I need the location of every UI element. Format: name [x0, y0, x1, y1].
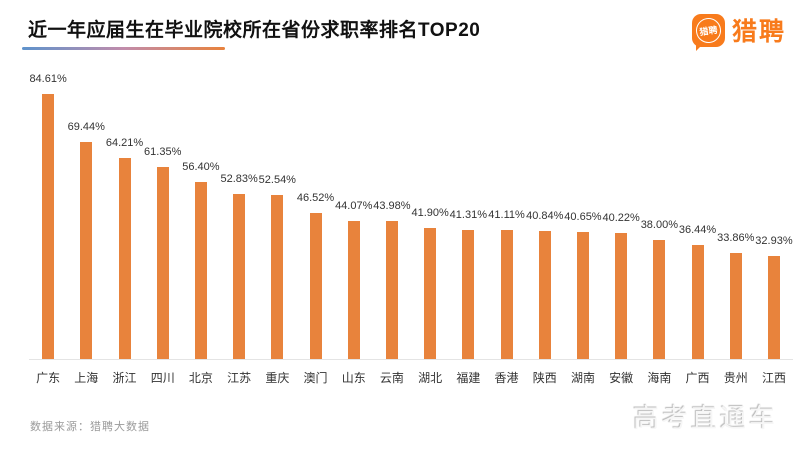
bar-value-label: 43.98%: [373, 200, 411, 212]
bar: [653, 240, 666, 359]
bar: [385, 221, 398, 359]
bar: [233, 194, 246, 359]
bar: [42, 94, 55, 359]
bar-value-label: 40.65%: [564, 211, 602, 223]
bar-column: 52.54%: [258, 174, 296, 359]
bar-value-label: 64.21%: [105, 137, 144, 149]
bar-column: 32.93%: [755, 235, 793, 359]
bar-column: 40.65%: [564, 211, 602, 359]
x-axis-label: 澳门: [303, 371, 328, 385]
x-axis-label: 上海: [74, 371, 99, 385]
bar: [538, 231, 551, 359]
bars-row: 84.61% 69.44% 64.21% 61.35% 56.40% 52.83% 52.5…: [29, 70, 793, 360]
x-axis-label: 四川: [150, 371, 175, 385]
bar-column: 41.31%: [449, 209, 487, 359]
bar-column: 43.98%: [373, 200, 411, 359]
x-axis-label: 海南: [647, 371, 672, 385]
bar-value-label: 41.11%: [488, 209, 525, 221]
bar-value-label: 56.40%: [182, 161, 220, 173]
bar-column: 33.86%: [717, 232, 755, 359]
data-source-note: 数据来源：猎聘大数据: [30, 421, 150, 433]
bar-value-label: 40.22%: [602, 212, 640, 224]
bar-value-label: 41.90%: [411, 207, 449, 219]
x-axis-label: 贵州: [723, 371, 748, 385]
bar-column: 52.83%: [220, 173, 258, 359]
bar-column: 64.21%: [105, 137, 143, 359]
watermark-text: 高考直通车: [632, 403, 778, 433]
title-underline-decoration: [22, 47, 225, 50]
logo-badge-ring: 猎聘: [694, 15, 723, 45]
bar: [118, 158, 131, 359]
bar: [576, 232, 589, 359]
bar: [729, 253, 742, 359]
bar: [615, 233, 628, 359]
bar-column: 46.52%: [296, 192, 334, 359]
liepin-logo-icon: 猎聘: [691, 13, 725, 51]
bar: [500, 230, 513, 359]
bar-column: 40.22%: [602, 212, 640, 359]
bar: [194, 182, 207, 359]
bar-column: 38.00%: [640, 219, 678, 359]
x-axis-label: 云南: [379, 371, 404, 385]
bar-value-label: 84.61%: [29, 73, 67, 85]
x-axis-label: 福建: [456, 371, 481, 385]
bar-chart: 84.61% 69.44% 64.21% 61.35% 56.40% 52.83% 52.5…: [29, 70, 793, 386]
x-axis-label: 湖北: [418, 371, 443, 385]
bar: [271, 195, 284, 359]
bar-value-label: 38.00%: [640, 219, 678, 231]
logo-badge-text: 猎聘: [698, 24, 719, 37]
x-axis-label: 江西: [761, 371, 786, 385]
bar: [462, 230, 475, 359]
x-axis-label: 山东: [341, 371, 366, 385]
bar: [156, 167, 169, 359]
bar-column: 40.84%: [526, 210, 564, 359]
bar-column: 36.44%: [678, 224, 716, 359]
bar-column: 84.61%: [29, 73, 67, 359]
bar-value-label: 52.83%: [220, 173, 258, 185]
liepin-logo: 猎聘 猎聘: [691, 12, 786, 51]
bar: [691, 245, 704, 359]
x-axis-label: 广西: [685, 371, 710, 385]
bar-value-label: 44.07%: [335, 200, 373, 212]
x-axis-label: 广东: [36, 371, 61, 385]
x-axis-label: 浙江: [112, 371, 137, 385]
x-axis-labels: 广东 上海 浙江 四川 北京 江苏 重庆 澳门 山东 云南 湖北 福建 香港 陕西 湖南 安徽 海南 广西 贵州 江西: [29, 360, 793, 386]
x-axis-label: 安徽: [609, 371, 634, 385]
bar: [309, 213, 322, 359]
page-title: 近一年应届生在毕业院校所在省份求职率排名TOP20: [28, 20, 481, 41]
x-axis-label: 湖南: [570, 371, 595, 385]
bar-value-label: 33.86%: [717, 232, 755, 244]
bar: [767, 256, 780, 359]
bar-column: 41.90%: [411, 207, 449, 359]
bar-column: 56.40%: [182, 161, 220, 359]
bar-value-label: 41.31%: [449, 209, 487, 221]
bar-column: 41.11%: [487, 209, 525, 359]
bar-value-label: 36.44%: [678, 224, 717, 236]
bar-value-label: 46.52%: [296, 192, 335, 204]
bar: [80, 142, 93, 359]
bar-value-label: 32.93%: [755, 235, 793, 247]
x-axis-label: 北京: [188, 371, 213, 385]
bar-value-label: 69.44%: [67, 121, 105, 133]
x-axis-label: 陕西: [532, 371, 557, 385]
bar-value-label: 52.54%: [258, 174, 296, 186]
x-axis-label: 香港: [494, 371, 519, 385]
bar-value-label: 61.35%: [144, 146, 182, 158]
bar-column: 69.44%: [67, 121, 105, 359]
liepin-wordmark: 猎聘: [731, 18, 786, 46]
bar-value-label: 40.84%: [526, 210, 564, 222]
bar: [347, 221, 360, 359]
x-axis-label: 重庆: [265, 371, 290, 385]
bar-column: 44.07%: [335, 200, 373, 359]
bar: [424, 228, 437, 359]
x-axis-label: 江苏: [227, 371, 252, 385]
bar-column: 61.35%: [144, 146, 182, 359]
